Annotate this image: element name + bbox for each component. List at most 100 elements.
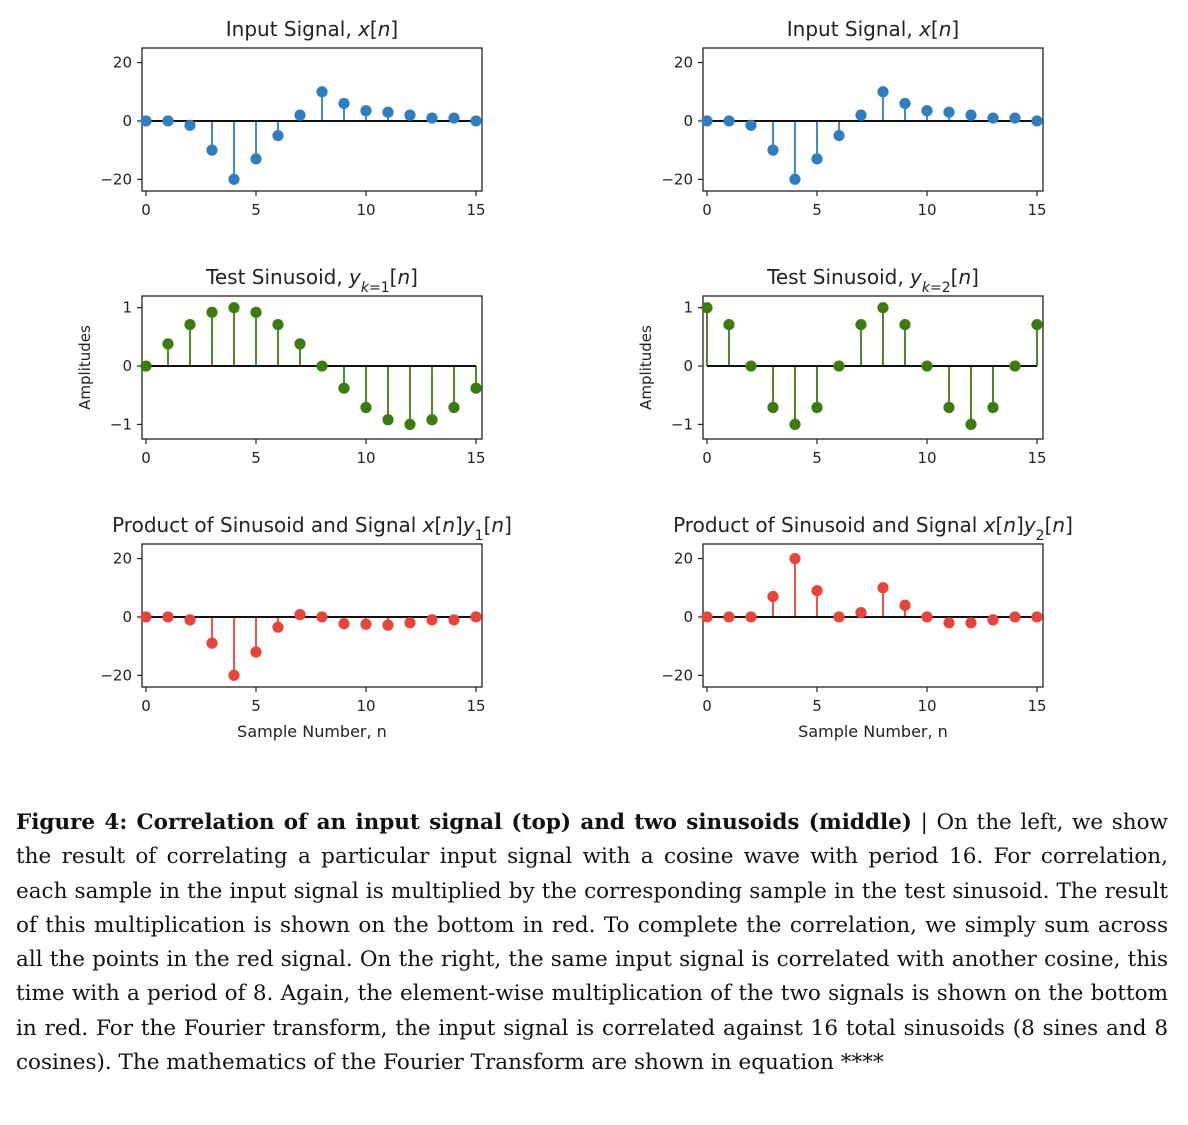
- y-tick-label: −20: [661, 666, 693, 684]
- stem-marker: [833, 360, 845, 372]
- stem-marker: [701, 611, 713, 623]
- x-tick-label: 0: [702, 449, 712, 467]
- stem-marker: [767, 401, 779, 414]
- x-tick-label: 15: [466, 201, 485, 219]
- subplot-1: Input Signal, x[n] 0 5 10 15 −20 0 20: [100, 17, 485, 219]
- y-tick-label: 0: [683, 608, 693, 626]
- x-tick-label: 5: [251, 449, 261, 467]
- stem-marker: [228, 302, 240, 314]
- stem-marker: [470, 382, 482, 394]
- stem-marker: [899, 97, 911, 110]
- stem-marker: [1031, 319, 1043, 331]
- x-tick-label: 0: [702, 201, 712, 219]
- stem-marker: [701, 302, 713, 314]
- stem-marker: [877, 302, 889, 314]
- stem-marker: [811, 401, 823, 414]
- x-tick-label: 15: [466, 449, 485, 467]
- subplot-4: Test Sinusoid, yk=2[n] 0 5 10 15 −1 0 1 Amplitud…: [637, 265, 1047, 467]
- stem-marker: [228, 669, 240, 681]
- stem-marker: [1031, 611, 1043, 623]
- stem-marker: [987, 614, 999, 626]
- stem-marker: [272, 129, 284, 142]
- stem-marker: [184, 614, 196, 626]
- x-tick-label: 15: [1027, 201, 1046, 219]
- y-tick-label: 20: [674, 550, 693, 568]
- stem-marker: [811, 153, 823, 165]
- stem-marker: [723, 611, 735, 623]
- stem-marker: [140, 611, 152, 623]
- stem-marker: [272, 319, 284, 331]
- stem-marker: [382, 106, 394, 118]
- x-tick-label: 0: [702, 697, 712, 715]
- subplot-title: Product of Sinusoid and Signal x[n]y1[n]: [112, 513, 512, 544]
- caption-bold-lead: Figure 4: Correlation of an input signal…: [16, 810, 912, 835]
- stem-marker: [206, 144, 218, 156]
- x-tick-label: 5: [251, 697, 261, 715]
- y-tick-label: 0: [683, 357, 693, 375]
- stem-marker: [833, 129, 845, 142]
- stem-marker: [184, 119, 196, 131]
- stem-marker: [855, 109, 867, 121]
- stem-marker: [833, 611, 845, 623]
- stem-marker: [877, 86, 889, 98]
- x-tick-label: 10: [917, 697, 936, 715]
- stem-marker: [272, 621, 284, 633]
- stem-marker: [899, 599, 911, 611]
- stem-marker: [162, 338, 174, 350]
- x-tick-label: 10: [356, 201, 375, 219]
- stem-marker: [338, 618, 350, 630]
- stem-marker: [316, 360, 328, 372]
- x-tick-label: 15: [466, 697, 485, 715]
- stem-marker: [404, 109, 416, 121]
- subplot-2: Input Signal, x[n] 0 5 10 15 −20 0 20: [661, 17, 1046, 219]
- stem-marker: [162, 611, 174, 623]
- x-tick-label: 5: [812, 697, 822, 715]
- y-tick-label: −20: [100, 170, 132, 188]
- stem-marker: [382, 414, 394, 426]
- caption-body: | On the left, we show the result of cor…: [16, 810, 1169, 1076]
- y-tick-label: −1: [110, 415, 132, 433]
- stem-marker: [943, 617, 955, 629]
- stem-marker: [382, 619, 394, 631]
- y-tick-label: 20: [674, 54, 693, 72]
- x-tick-label: 15: [1027, 697, 1046, 715]
- y-tick-label: 0: [122, 357, 132, 375]
- subplot-title: Product of Sinusoid and Signal x[n]y2[n]: [673, 513, 1073, 544]
- stem-marker: [294, 338, 306, 350]
- stem-marker: [1009, 611, 1021, 623]
- stem-marker: [855, 319, 867, 331]
- stem-marker: [448, 614, 460, 626]
- stem-marker: [1009, 360, 1021, 372]
- stem-marker: [470, 611, 482, 623]
- subplot-title: Input Signal, x[n]: [787, 17, 959, 41]
- stem-marker: [987, 401, 999, 414]
- y-tick-label: 20: [113, 54, 132, 72]
- y-tick-label: 0: [683, 112, 693, 130]
- stem-marker: [789, 552, 801, 565]
- stem-marker: [723, 115, 735, 127]
- subplot-title: Input Signal, x[n]: [226, 17, 398, 41]
- stem-marker: [987, 112, 999, 124]
- subplot-3: Test Sinusoid, yk=1[n] 0 5 10 15 −1 0 1 Amplitud…: [76, 265, 486, 467]
- stem-marker: [140, 360, 152, 372]
- stem-marker: [943, 106, 955, 118]
- y-axis-label: Amplitudes: [637, 325, 655, 410]
- stem-marker: [338, 97, 350, 110]
- stem-marker: [745, 360, 757, 372]
- stem-marker: [965, 109, 977, 121]
- y-tick-label: 1: [122, 299, 132, 317]
- x-tick-label: 10: [917, 449, 936, 467]
- stem-marker: [921, 105, 933, 117]
- y-tick-label: −1: [671, 415, 693, 433]
- stem-marker: [448, 112, 460, 124]
- stem-marker: [206, 306, 218, 318]
- stem-marker: [943, 401, 955, 414]
- x-tick-label: 5: [251, 201, 261, 219]
- stem-marker: [250, 153, 262, 165]
- stem-marker: [426, 112, 438, 124]
- stem-marker: [701, 115, 713, 127]
- y-tick-label: 20: [113, 550, 132, 568]
- x-tick-label: 5: [812, 449, 822, 467]
- x-tick-label: 0: [141, 449, 151, 467]
